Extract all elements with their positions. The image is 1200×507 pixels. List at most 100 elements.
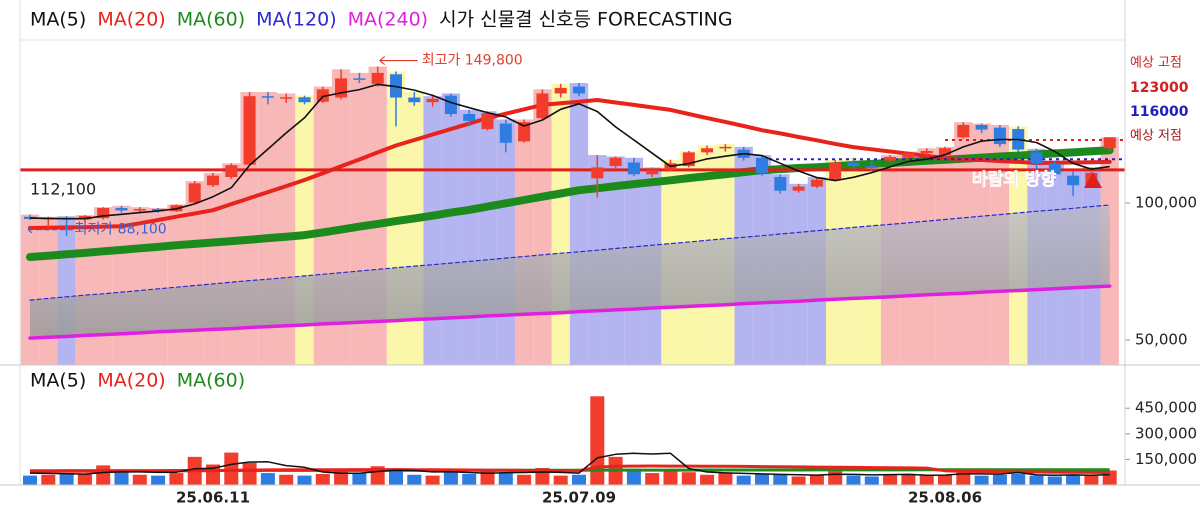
signal-band	[478, 111, 497, 365]
candle-body	[1067, 175, 1080, 186]
ma-line	[28, 284, 1112, 340]
forecast-high-label: 예상 고점	[1130, 56, 1182, 71]
candle-body	[646, 170, 659, 175]
signal-band	[514, 119, 534, 365]
candle-body	[261, 96, 274, 98]
candle-body	[902, 153, 915, 158]
volume-bar	[572, 474, 586, 485]
open-line-label: 112,100	[30, 179, 96, 198]
wind-label: 바람의 방향	[972, 169, 1056, 190]
legend-entry: MA(20)	[97, 370, 165, 392]
candle-body	[591, 167, 604, 179]
volume-bar	[883, 474, 898, 485]
volume-bar	[132, 474, 147, 485]
candle-body	[792, 186, 805, 191]
candle-body	[316, 89, 329, 102]
volume-bar	[498, 472, 513, 485]
candle-body	[207, 175, 219, 186]
candle-body	[97, 207, 110, 219]
signal-band	[460, 109, 479, 365]
volume-bar	[41, 474, 56, 485]
volume-bar	[297, 475, 312, 485]
volume-bar	[425, 475, 440, 485]
volume-bar	[919, 475, 934, 485]
signal-band	[185, 181, 204, 365]
candle-body	[353, 78, 366, 80]
candle-body	[756, 157, 768, 173]
volume-bar	[590, 396, 605, 485]
volume-bar	[1047, 476, 1062, 485]
candle-body	[115, 207, 128, 211]
forecast-high-value: 123000	[1130, 80, 1189, 96]
volume-bar	[1011, 473, 1026, 485]
signal-band	[569, 83, 589, 365]
candle-body	[957, 124, 970, 138]
signal-band	[405, 92, 424, 365]
legend-entry: MA(120)	[256, 9, 336, 31]
volume-bar	[407, 474, 422, 485]
candle-body	[408, 97, 421, 103]
candle-body	[518, 122, 531, 142]
volume-bar	[700, 474, 715, 485]
volume-bar	[462, 473, 477, 485]
volume-bar	[1029, 475, 1044, 485]
signal-band	[222, 163, 241, 365]
candle-body	[573, 86, 585, 94]
candle-body	[280, 97, 293, 99]
low-annotation: 최저가 88,100	[75, 222, 167, 238]
signal-band	[203, 172, 223, 365]
candle-body	[463, 113, 476, 121]
volume-bar	[151, 475, 166, 485]
signal-band	[57, 216, 76, 365]
candle-body	[243, 96, 256, 165]
volume-bar	[553, 475, 568, 485]
legend-entry: MA(60)	[177, 370, 245, 392]
legend-indicators: 시가 신물결 신호등 FORECASTING	[439, 9, 733, 31]
volume-bar	[517, 474, 532, 485]
ma-line	[26, 146, 1114, 261]
volume-bar	[1084, 475, 1099, 485]
volume-bar	[626, 468, 641, 485]
wind-arrow	[1084, 172, 1102, 188]
candle-body	[829, 162, 842, 180]
legend-entry: MA(5)	[30, 9, 86, 31]
candle-body	[426, 98, 439, 103]
volume-bar	[224, 452, 239, 485]
forecast-low-label: 예상 저점	[1130, 129, 1182, 144]
signal-band	[441, 93, 461, 366]
candle-body	[444, 95, 457, 114]
y-tick-label: 450,000	[1135, 399, 1197, 417]
candle-body	[810, 179, 823, 187]
candle-body	[335, 78, 348, 98]
volume-bar	[938, 474, 952, 485]
legend-entry: MA(5)	[30, 370, 86, 392]
y-tick-label: 50,000	[1135, 331, 1188, 349]
volume-bar	[828, 471, 843, 485]
forecast-low-value: 116000	[1130, 104, 1189, 120]
candle-body	[609, 157, 622, 167]
volume-ma-line	[29, 452, 1110, 477]
candle-body	[920, 150, 933, 154]
volume-bar	[974, 475, 989, 485]
volume-bar	[352, 473, 367, 485]
volume-bar	[77, 473, 92, 485]
x-tick-label: 25.08.06	[908, 489, 982, 507]
candle-body	[554, 87, 567, 94]
volume-bar	[846, 475, 861, 485]
ma-line	[29, 204, 1111, 301]
legend-entry: MA(60)	[177, 9, 245, 31]
annotation-arrow	[27, 225, 73, 235]
candle-body	[1103, 137, 1116, 149]
candle-body	[78, 215, 91, 220]
candle-body	[298, 97, 311, 103]
volume-bar	[242, 462, 257, 485]
candle-body	[1048, 163, 1061, 175]
high-annotation: 최고가 149,800	[422, 53, 523, 69]
volume-bar	[736, 475, 751, 485]
volume-bar	[718, 473, 733, 485]
volume-bar	[480, 471, 495, 485]
candle-body	[865, 166, 878, 168]
y-tick-label: 150,000	[1135, 450, 1197, 468]
candle-body	[152, 209, 165, 212]
